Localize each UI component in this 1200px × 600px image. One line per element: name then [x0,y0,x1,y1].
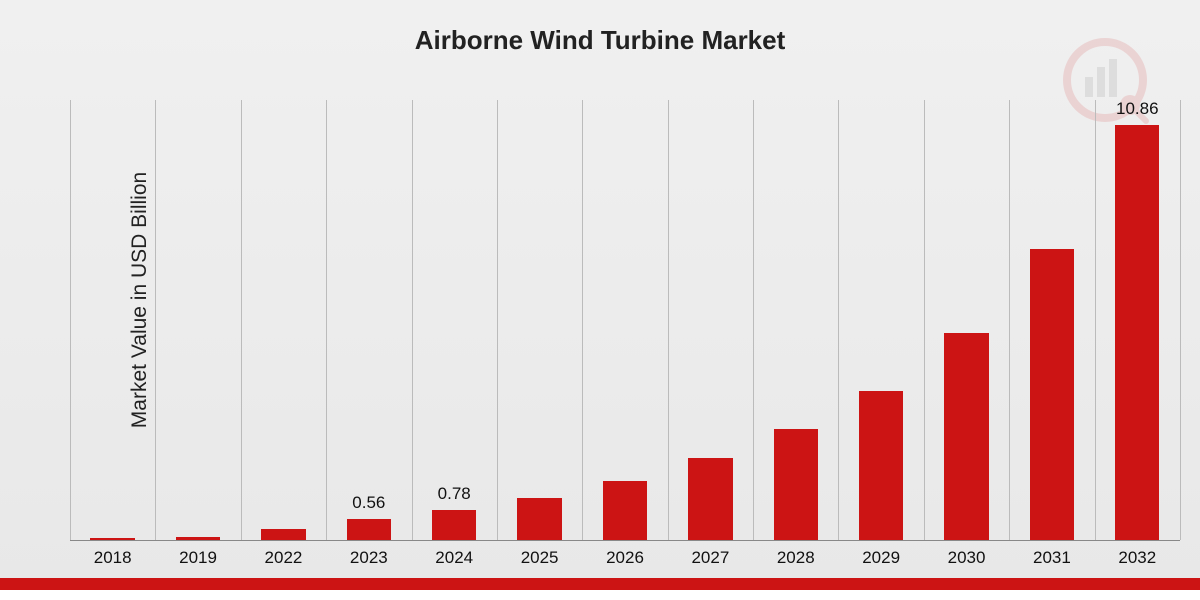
x-tick-label: 2018 [94,548,132,568]
x-tick-label: 2023 [350,548,388,568]
x-tick-label: 2027 [691,548,729,568]
bars-group: 0.56 0.78 10.86 [70,100,1180,540]
bar-value-label: 0.56 [352,493,385,513]
bar: 0.78 [432,510,476,540]
bar [859,391,903,540]
footer-red-strip [0,578,1200,590]
x-tick-label: 2029 [862,548,900,568]
x-tick-label: 2028 [777,548,815,568]
chart-container: Airborne Wind Turbine Market Market Valu… [0,0,1200,600]
x-axis-ticks: 2018 2019 2022 2023 2024 2025 2026 2027 2028 2029… [70,540,1180,570]
x-tick-label: 2019 [179,548,217,568]
x-tick-label: 2030 [948,548,986,568]
x-tick-label: 2026 [606,548,644,568]
x-tick-label: 2031 [1033,548,1071,568]
grid-line [1180,100,1181,540]
bar-value-label: 10.86 [1116,99,1159,119]
bar [1030,249,1074,540]
plot-area: 0.56 0.78 10.86 [70,100,1180,540]
bar [603,481,647,540]
bar [944,333,988,540]
bar: 0.56 [347,519,391,540]
bar [517,498,561,540]
x-tick-label: 2022 [265,548,303,568]
bar [261,529,305,540]
chart-title: Airborne Wind Turbine Market [0,25,1200,56]
x-tick-label: 2032 [1118,548,1156,568]
x-tick-label: 2025 [521,548,559,568]
bar: 10.86 [1115,125,1159,541]
bar [688,458,732,540]
bar-value-label: 0.78 [438,484,471,504]
bar [774,429,818,540]
x-tick-label: 2024 [435,548,473,568]
footer-white-strip [0,590,1200,600]
